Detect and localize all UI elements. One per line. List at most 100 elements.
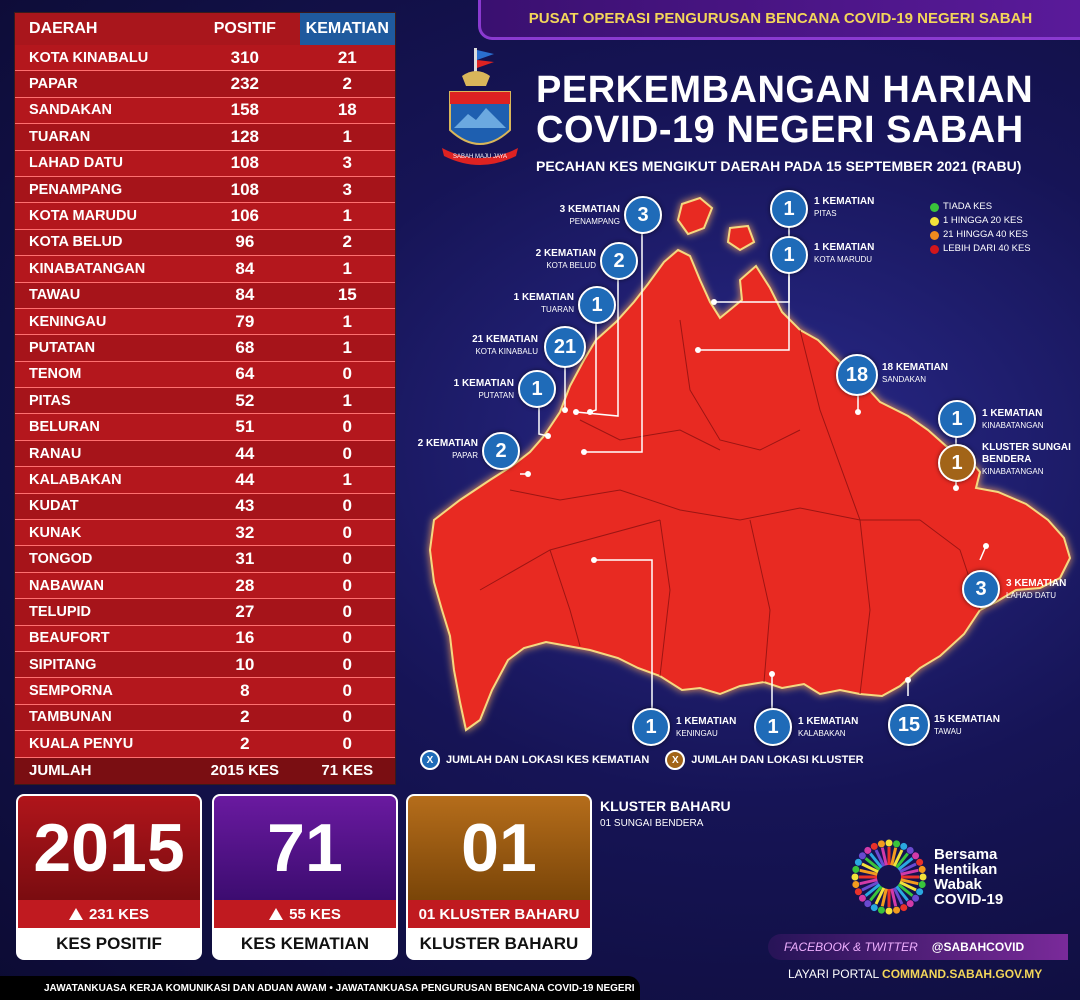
district-name: NABAWAN [29, 577, 104, 594]
social-bar: FACEBOOK & TWITTER @SABAHCOVID [768, 934, 1068, 960]
positive-change: 231 KES [18, 900, 200, 928]
positive-count: 52 [235, 390, 255, 410]
marker-label-tuaran: 1 KEMATIAN TUARAN [513, 292, 574, 314]
page-subtitle: PECAHAN KES MENGIKUT DAERAH PADA 15 SEPT… [536, 158, 1022, 174]
death-count: 0 [342, 522, 352, 542]
death-marker-papar[interactable]: 2 [482, 432, 520, 470]
header-positive: POSITIF [190, 13, 300, 45]
marker-label-keningau: 1 KEMATIAN KENINGAU [676, 716, 737, 738]
district-name: PAPAR [29, 76, 78, 93]
campaign-line-2: Hentikan [934, 861, 998, 878]
marker-label-kinabatangan: 1 KEMATIAN KINABATANGAN [982, 408, 1044, 430]
death-count: 0 [342, 733, 352, 753]
table-row: TONGOD 31 0 [15, 546, 395, 573]
death-count: 1 [342, 469, 352, 489]
cluster-key-icon: X [665, 750, 686, 770]
death-total: 71 [214, 796, 396, 900]
table-row: TAMBUNAN 2 0 [15, 704, 395, 732]
table-row: BEAUFORT 16 0 [15, 625, 395, 652]
death-marker-kalabakan[interactable]: 1 [754, 708, 792, 746]
table-row: SANDAKAN 158 18 [15, 97, 395, 125]
legend-swatch [930, 244, 939, 254]
map-legend: TIADA KES 1 HINGGA 20 KES 21 HINGGA 40 KES… [930, 200, 1031, 256]
table-row: KUDAT 43 0 [15, 493, 395, 521]
social-handle[interactable]: @SABAHCOVID [931, 940, 1025, 954]
death-count: 1 [342, 337, 352, 357]
death-key-icon: X [420, 750, 440, 770]
district-name: TENOM [29, 366, 82, 383]
death-count: 15 [337, 285, 357, 305]
table-row: KENINGAU 79 1 [15, 308, 395, 336]
footer-credits: JAWATANKUASA KERJA KOMUNIKASI DAN ADUAN … [0, 976, 640, 1000]
district-name: KOTA MARUDU [29, 208, 137, 225]
district-name: SEMPORNA [29, 683, 113, 700]
death-marker-lahad-datu[interactable]: 3 [962, 570, 1000, 608]
page-title: PERKEMBANGAN HARIAN COVID-19 NEGERI SABA… [536, 70, 1056, 150]
positive-count: 8 [240, 681, 250, 701]
district-name: BELURAN [29, 419, 100, 436]
table-header: DAERAH POSITIF KEMATIAN [15, 13, 396, 45]
portal-link: LAYARI PORTAL COMMAND.SABAH.GOV.MY [788, 967, 1042, 981]
map-key: X JUMLAH DAN LOKASI KES KEMATIAN X JUMLA… [420, 750, 864, 770]
campaign-burst-icon [851, 839, 927, 915]
death-marker-putatan[interactable]: 1 [518, 370, 556, 408]
death-marker-keningau[interactable]: 1 [632, 708, 670, 746]
header-banner: PUSAT OPERASI PENGURUSAN BENCANA COVID-1… [478, 0, 1080, 40]
positive-count: 108 [230, 153, 260, 173]
up-arrow-icon [68, 908, 83, 920]
district-name: KENINGAU [29, 313, 107, 330]
portal-url[interactable]: COMMAND.SABAH.GOV.MY [882, 967, 1043, 981]
marker-label-kota-marudu: 1 KEMATIAN KOTA MARUDU [814, 242, 875, 264]
death-count: 0 [342, 443, 352, 463]
positive-count: 106 [230, 206, 260, 226]
cluster-marker-sungai-bendera[interactable]: 1 [938, 444, 976, 482]
legend-label: TIADA KES [943, 201, 993, 212]
death-marker-tawau[interactable]: 15 [888, 704, 930, 746]
death-marker-kota-belud[interactable]: 2 [600, 242, 638, 280]
positive-count: 43 [235, 496, 255, 516]
district-name: PUTATAN [29, 339, 96, 356]
marker-label-sandakan: 18 KEMATIAN SANDAKAN [882, 362, 948, 384]
new-cluster-title: KLUSTER BAHARU [600, 798, 731, 814]
death-marker-penampang[interactable]: 3 [624, 196, 662, 234]
positive-count: 128 [230, 126, 260, 146]
district-name: TAWAU [29, 287, 81, 304]
sabah-map: 3 3 KEMATIAN PENAMPANG 2 2 KEMATIAN KOTA B… [418, 190, 1080, 750]
positive-count: 96 [235, 232, 255, 252]
crest-motto: SABAH MAJU JAYA [453, 154, 507, 160]
death-marker-pitas[interactable]: 1 [770, 190, 808, 228]
death-marker-tuaran[interactable]: 1 [578, 286, 616, 324]
death-count: 1 [342, 390, 352, 410]
death-count: 18 [337, 100, 357, 120]
death-cases-card: 71 55 KES KES KEMATIAN [212, 794, 398, 960]
positive-count: 2 [240, 733, 250, 753]
death-count: 1 [342, 311, 352, 331]
table-total-row: JUMLAH 2015 KES 71 KES [15, 757, 395, 784]
table-row: KOTA MARUDU 106 1 [15, 203, 395, 230]
death-marker-kota-kinabalu[interactable]: 21 [544, 326, 586, 368]
district-name: RANAU [29, 445, 82, 462]
marker-label-kota-belud: 2 KEMATIAN KOTA BELUD [535, 248, 596, 270]
district-name: PITAS [29, 392, 71, 409]
key-cluster-label: JUMLAH DAN LOKASI KLUSTER [691, 754, 864, 766]
campaign-line-3: Wabak [934, 876, 982, 893]
marker-label-kalabakan: 1 KEMATIAN KALABAKAN [798, 716, 859, 738]
death-marker-kinabatangan[interactable]: 1 [938, 400, 976, 438]
positive-count: 44 [235, 443, 255, 463]
total-label: JUMLAH [29, 762, 92, 780]
cluster-total: 01 [408, 796, 590, 900]
table-row: KALABAKAN 44 1 [15, 467, 395, 494]
campaign-logo: Bersama Hentikan Wabak COVID-19 [850, 838, 1003, 916]
positive-change-text: 231 KES [88, 905, 150, 923]
legend-swatch [930, 230, 939, 240]
death-marker-kota-marudu[interactable]: 1 [770, 236, 808, 274]
death-count: 0 [342, 496, 352, 516]
table-row: PITAS 52 1 [15, 388, 395, 415]
district-name: KUALA PENYU [29, 735, 134, 752]
table-row: BELURAN 51 0 [15, 414, 395, 441]
death-count: 1 [342, 126, 352, 146]
death-marker-sandakan[interactable]: 18 [836, 354, 878, 396]
table-row: KINABATANGAN 84 1 [15, 256, 395, 283]
table-body: KOTA KINABALU 310 21 PAPAR 232 2 SANDAKAN 158 18… [15, 45, 395, 758]
table-row: KUNAK 32 0 [15, 520, 395, 547]
